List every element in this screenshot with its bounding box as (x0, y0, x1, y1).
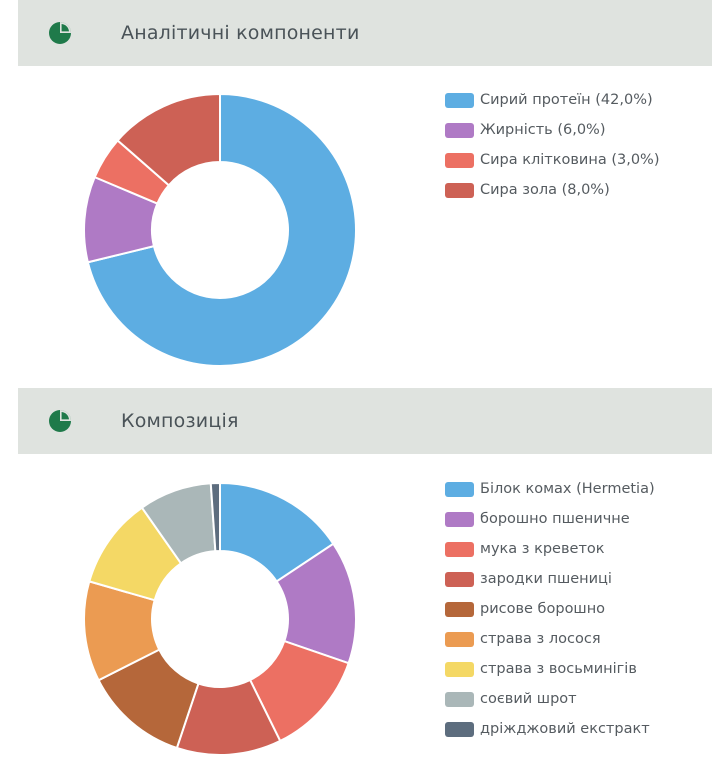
legend-swatch (445, 721, 474, 737)
legend-label: Білок комах (Hermetia) (480, 481, 655, 497)
donut-slice-4[interactable] (116, 92, 221, 187)
legend-item[interactable]: Сирий протеїн (42,0%) (445, 85, 659, 115)
donut-chart-composition (83, 481, 357, 756)
legend-swatch (445, 92, 474, 108)
chart-legend-analytical: Сирий протеїн (42,0%) Жирність (6,0%) Сира… (445, 85, 659, 205)
section-title: Аналітичні компоненти (121, 22, 360, 44)
legend-label: страва з лосося (480, 631, 601, 647)
legend-swatch (445, 541, 474, 557)
legend-item[interactable]: борошно пшеничне (445, 504, 655, 534)
legend-swatch (445, 152, 474, 168)
legend-label: борошно пшеничне (480, 511, 630, 527)
donut-slice-9[interactable] (209, 481, 221, 553)
legend-item[interactable]: мука з креветок (445, 534, 655, 564)
legend-label: Сира клітковина (3,0%) (480, 152, 660, 168)
legend-item[interactable]: страва з лосося (445, 624, 655, 654)
legend-item[interactable]: рисове борошно (445, 594, 655, 624)
legend-swatch (445, 601, 474, 617)
legend-label: соєвий шрот (480, 691, 577, 707)
legend-label: дріжджовий екстракт (480, 721, 650, 737)
legend-item[interactable]: соєвий шрот (445, 684, 655, 714)
legend-swatch (445, 122, 474, 138)
section-title: Композиція (121, 410, 239, 432)
pie-chart-icon (49, 410, 71, 432)
legend-swatch (445, 571, 474, 587)
legend-item[interactable]: Жирність (6,0%) (445, 115, 659, 145)
legend-label: Сирий протеїн (42,0%) (480, 92, 653, 108)
legend-label: страва з восьминігів (480, 661, 637, 677)
section-header-analytical: Аналітичні компоненти (18, 0, 712, 66)
legend-item[interactable]: Сира зола (8,0%) (445, 175, 659, 205)
chart-legend-composition: Білок комах (Hermetia) борошно пшеничне му… (445, 474, 655, 744)
legend-swatch (445, 182, 474, 198)
legend-item[interactable]: дріжджовий екстракт (445, 714, 655, 744)
legend-swatch (445, 631, 474, 647)
legend-label: мука з креветок (480, 541, 605, 557)
legend-item[interactable]: Білок комах (Hermetia) (445, 474, 655, 504)
donut-chart-analytical (83, 92, 357, 367)
legend-label: Жирність (6,0%) (480, 122, 606, 138)
legend-label: зародки пшениці (480, 571, 612, 587)
legend-swatch (445, 661, 474, 677)
legend-swatch (445, 481, 474, 497)
legend-label: Сира зола (8,0%) (480, 182, 610, 198)
donut-slice-1[interactable] (86, 92, 357, 367)
legend-item[interactable]: Сира клітковина (3,0%) (445, 145, 659, 175)
section-header-composition: Композиція (18, 388, 712, 454)
legend-label: рисове борошно (480, 601, 606, 617)
legend-item[interactable]: зародки пшениці (445, 564, 655, 594)
pie-chart-icon (49, 22, 71, 44)
legend-item[interactable]: страва з восьминігів (445, 654, 655, 684)
legend-swatch (445, 511, 474, 527)
legend-swatch (445, 691, 474, 707)
